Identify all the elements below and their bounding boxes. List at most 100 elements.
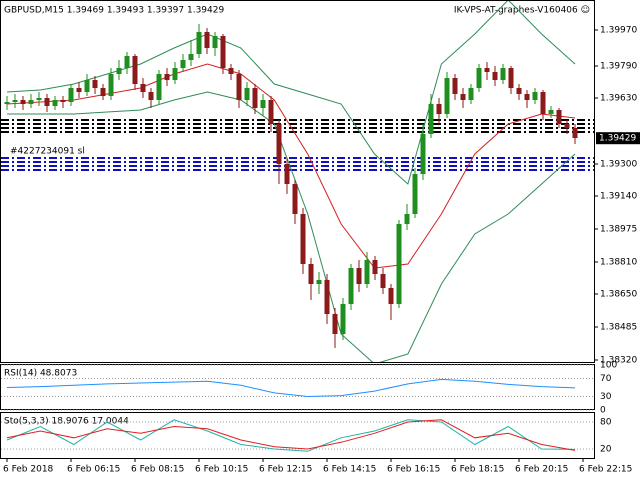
y-tick-label: 1.38320 [600,356,637,366]
chart-title: GBPUSD,M15 1.39469 1.39493 1.39397 1.394… [4,6,224,16]
candle-body [388,288,394,304]
candle-body [68,88,74,102]
candle-body [284,164,290,184]
candle-body [20,100,26,104]
candle-body [564,124,570,128]
candle-body [172,68,178,80]
candle-body [428,104,434,134]
y-tick-label: 1.39970 [600,26,637,36]
candle-body [340,304,346,334]
y-tick-label: 80 [600,418,612,428]
y-tick-label: 0 [600,406,606,416]
x-tick-label: 6 Feb 2018 [3,465,54,475]
candle-body [348,268,354,304]
candle-body [524,94,530,100]
candle-body [180,60,186,68]
candle-body [332,314,338,334]
candle-body [300,214,306,264]
candle-body [100,88,106,96]
candle-body [44,98,50,106]
y-tick-label: 30 [600,392,612,402]
candle-body [476,68,482,88]
candle-body [516,88,522,94]
candle-body [36,98,42,100]
candle-body [196,32,202,54]
candle-body [548,110,554,114]
candle-body [468,88,474,100]
order-label: #4227234091 sl [10,147,85,157]
candle-body [4,102,10,104]
x-tick-label: 6 Feb 08:15 [131,465,184,475]
indicator-line [6,419,576,452]
y-tick-label: 1.39300 [600,160,637,170]
y-tick-label: 20 [600,445,612,455]
candle-body [52,100,58,106]
x-tick-label: 6 Feb 18:15 [451,465,504,475]
candle-body [228,68,234,74]
candle-body [308,264,314,284]
candle-body [532,92,538,100]
candle-body [252,88,258,108]
y-tick-label: 1.39790 [600,62,637,72]
y-tick-label: 1.38650 [600,290,637,300]
candle-body [356,268,362,284]
candle-body [556,110,562,124]
candle-body [436,104,442,114]
candle-body [60,100,66,102]
x-tick-label: 6 Feb 12:15 [259,465,312,475]
candle-body [76,88,82,92]
candle-body [148,92,154,100]
candle-body [572,128,578,138]
x-tick-label: 6 Feb 22:15 [579,465,632,475]
candle-body [484,68,490,72]
candle-body [316,280,322,284]
candle-body [116,68,122,74]
y-tick-label: 100 [600,361,617,371]
candle-body [276,124,282,164]
candle-body [380,274,386,288]
candle-body [508,68,514,88]
candle-body [404,214,410,224]
indicator-line [6,378,576,398]
x-tick-label: 6 Feb 06:15 [67,465,120,475]
candle-body [244,88,250,100]
overlay-line [6,1,576,185]
candle-body [500,68,506,80]
rsi-panel [0,364,595,410]
y-tick-label: 70 [600,374,612,384]
main-panel [0,0,595,363]
candle-body [412,174,418,214]
candle-body [452,78,458,94]
candle-body [260,100,266,108]
candle-body [540,92,546,114]
rsi-title: RSI(14) 48.8073 [4,369,77,379]
candle-body [188,54,194,60]
y-tick-label: 1.38485 [600,323,637,333]
candle-body [460,94,466,100]
candle-body [108,74,114,96]
candle-body [364,260,370,284]
candle-body [420,134,426,174]
candle-body [236,74,242,100]
y-tick-label: 1.38975 [600,225,637,235]
candle-body [396,224,402,304]
y-tick-label: 1.39140 [600,192,637,202]
y-tick-label: 1.39630 [600,94,637,104]
overlay-line [7,91,576,362]
candle-body [212,36,218,48]
x-tick-label: 6 Feb 10:15 [195,465,248,475]
stoch-panel [0,412,595,459]
stoch-title: Sto(5,3,3) 18.9076 17.0044 [4,417,129,427]
candle-body [124,56,130,68]
candle-body [12,100,18,102]
candle-body [204,32,210,48]
last-price-box [596,132,640,145]
candle-body [132,56,138,84]
indicator-line [6,419,576,451]
x-tick-label: 6 Feb 16:15 [387,465,440,475]
candle-body [324,280,330,314]
last-price-label: 1.39429 [599,134,636,144]
x-tick-label: 6 Feb 20:15 [515,465,568,475]
candle-body [164,74,170,80]
